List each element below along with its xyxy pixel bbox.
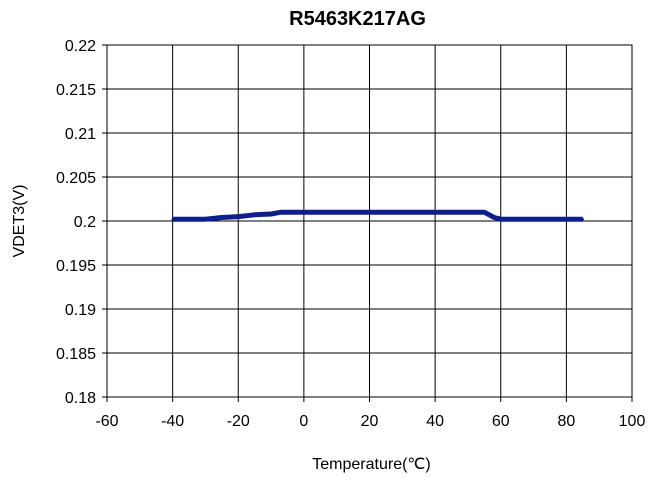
y-tick-label: 0.21 xyxy=(65,126,96,143)
y-axis-title: VDET3(V) xyxy=(11,185,28,258)
data-point xyxy=(279,211,283,214)
data-point xyxy=(492,216,496,219)
x-tick-label: -40 xyxy=(161,413,184,430)
chart-title: R5463K217AG xyxy=(289,8,426,30)
series-line xyxy=(172,209,583,222)
data-point xyxy=(368,211,371,214)
y-tick-label: 0.195 xyxy=(56,258,96,275)
y-tick-label: 0.205 xyxy=(56,170,96,187)
data-point xyxy=(335,211,338,214)
y-tick-label: 0.2 xyxy=(74,214,96,231)
x-tick-label: 20 xyxy=(361,413,379,430)
y-tick-label: 0.18 xyxy=(65,390,96,407)
series-layer xyxy=(171,209,584,222)
data-point xyxy=(220,216,224,219)
data-point xyxy=(433,211,437,214)
x-tick-label: 40 xyxy=(426,413,444,430)
x-tick-label: -60 xyxy=(95,413,118,430)
data-point xyxy=(483,211,486,214)
y-tick-label: 0.185 xyxy=(56,346,96,363)
x-axis-ticks: -60 -40 -20 0 20 40 60 80 100 xyxy=(95,397,645,430)
x-axis-title: Temperature(℃) xyxy=(312,456,430,473)
x-tick-label: 0 xyxy=(299,413,308,430)
x-tick-label: 80 xyxy=(557,413,575,430)
x-tick-label: -20 xyxy=(227,413,250,430)
data-point xyxy=(466,211,470,214)
data-point xyxy=(253,213,256,217)
y-axis-ticks: 0.18 0.185 0.19 0.195 0.2 0.205 0.21 0.215 0.22 xyxy=(56,38,107,407)
y-tick-label: 0.215 xyxy=(56,82,96,99)
y-tick-label: 0.19 xyxy=(65,302,96,319)
y-tick-label: 0.22 xyxy=(65,38,96,55)
data-point xyxy=(237,215,240,218)
data-point xyxy=(581,218,584,221)
data-point xyxy=(565,218,568,221)
data-point xyxy=(269,212,273,216)
data-point xyxy=(401,211,404,214)
data-point xyxy=(204,218,207,221)
data-point xyxy=(499,218,502,221)
x-tick-label: 100 xyxy=(619,413,646,430)
x-tick-label: 60 xyxy=(492,413,510,430)
data-point xyxy=(302,211,306,214)
data-point xyxy=(171,218,174,221)
data-point xyxy=(532,218,535,221)
